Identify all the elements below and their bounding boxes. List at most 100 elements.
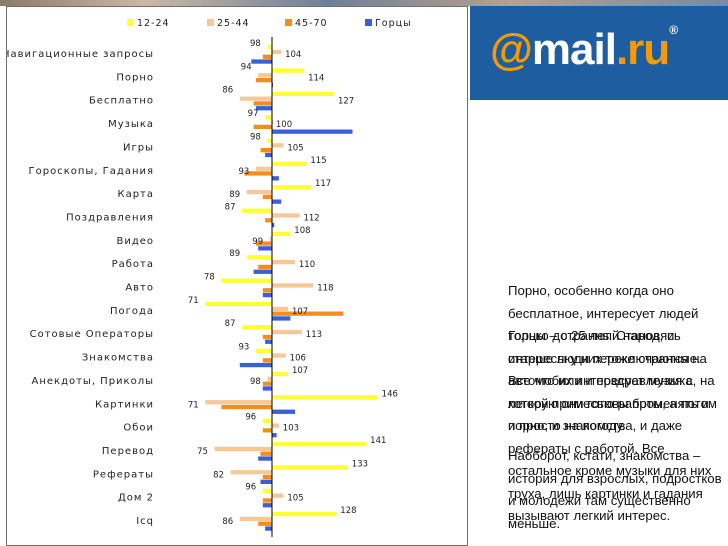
- value-labels: 98 104 94 114 86 127 97 100 98 105 115 93 117 89 87 112…: [188, 39, 398, 527]
- bar-Горцы: [262, 292, 272, 298]
- bar-Горцы: [262, 503, 272, 508]
- category-label: Навигационные запросы: [7, 49, 154, 60]
- bar-Горцы: [272, 316, 291, 321]
- bar-Горцы: [265, 526, 272, 531]
- bar-25-44: [230, 470, 272, 475]
- value-label: 133: [352, 459, 368, 469]
- value-label: 94: [241, 62, 252, 72]
- bar-12-24: [272, 371, 289, 377]
- bar-Горцы: [262, 386, 272, 391]
- chart-frame: 12-24 25-44 45-70 Горцы Навигационные запро…: [6, 6, 468, 546]
- category-label: Icq: [136, 516, 154, 527]
- value-label: 105: [287, 143, 303, 153]
- bar-45-70: [262, 498, 272, 503]
- bar-45-70: [221, 404, 272, 410]
- mail-ru-logo[interactable]: @mail.ru®: [490, 20, 700, 80]
- bar-Горцы: [258, 246, 272, 251]
- bar-45-70: [260, 148, 272, 153]
- value-label: 108: [294, 226, 310, 236]
- category-label: Карта: [117, 189, 154, 200]
- value-label: 87: [225, 319, 236, 329]
- value-label: 113: [306, 330, 322, 340]
- logo-at: @: [490, 25, 533, 74]
- bar-Горцы: [260, 479, 272, 484]
- bar-12-24: [246, 255, 272, 260]
- logo-panel: @mail.ru®: [470, 6, 728, 100]
- commentary-notes: Порно, особенно когда оно бесплатное, ин…: [508, 280, 728, 546]
- bar-12-24: [267, 45, 272, 50]
- value-label: 71: [188, 400, 199, 410]
- logo-brand: mail: [531, 25, 617, 74]
- bar-25-44: [272, 213, 300, 218]
- value-label: 99: [252, 237, 263, 247]
- bar-25-44: [272, 330, 302, 335]
- value-label: 75: [197, 447, 208, 457]
- bar-Горцы: [272, 199, 282, 204]
- bar-Горцы: [251, 59, 272, 64]
- value-label: 117: [315, 179, 331, 189]
- bar-45-70: [258, 521, 272, 526]
- category-label: Картинки: [95, 399, 154, 410]
- category-label: Видео: [116, 236, 154, 247]
- bar-45-70: [262, 288, 272, 293]
- value-label: 82: [213, 470, 224, 480]
- value-label: 104: [285, 50, 301, 60]
- bars: [205, 45, 378, 531]
- value-label: 93: [238, 167, 249, 177]
- legend-label-1: 25-44: [217, 18, 250, 29]
- bar-12-24: [262, 488, 272, 493]
- category-label: Рефераты: [93, 469, 154, 480]
- bar-45-70: [265, 218, 272, 223]
- bar-45-70: [258, 264, 272, 270]
- category-label: Авто: [125, 283, 154, 294]
- bar-45-70: [244, 171, 272, 176]
- bar-12-24: [265, 115, 272, 120]
- legend-label-2: 45-70: [295, 18, 328, 29]
- bar-25-44: [255, 166, 272, 171]
- value-label: 87: [225, 203, 236, 213]
- value-label: 107: [292, 307, 308, 317]
- value-label: 96: [245, 413, 256, 423]
- bar-45-70: [262, 54, 272, 59]
- logo-registered: ®: [669, 23, 678, 37]
- bar-Горцы: [272, 176, 279, 181]
- bar-25-44: [269, 236, 272, 241]
- value-label: 107: [292, 366, 308, 376]
- category-label: Порно: [116, 72, 154, 83]
- value-label: 141: [370, 436, 386, 446]
- bar-25-44: [272, 260, 295, 265]
- note-mountaineers: Горцы – странный народ, и интересы у них…: [508, 328, 715, 523]
- bar-45-70: [262, 194, 272, 199]
- note-young: Порно, особенно когда оно бесплатное, ин…: [508, 283, 717, 433]
- legend-label-3: Горцы: [375, 18, 412, 29]
- bar-25-44: [272, 493, 284, 498]
- category-label: Анекдоты, Приколы: [32, 376, 155, 387]
- bar-25-44: [272, 143, 284, 148]
- bar-45-70: [262, 334, 272, 340]
- top-image-strip: [0, 0, 728, 6]
- bar-12-24: [272, 185, 312, 190]
- bar-45-70: [255, 78, 272, 83]
- value-label: 86: [222, 86, 233, 96]
- value-label: 89: [229, 190, 240, 200]
- legend-swatch-1: [207, 19, 214, 26]
- bar-45-70: [272, 311, 344, 316]
- bar-12-24: [272, 442, 367, 447]
- bar-Горцы: [272, 222, 275, 228]
- bar-12-24: [272, 68, 305, 73]
- bar-12-24: [242, 208, 272, 213]
- value-label: 100: [276, 120, 292, 130]
- bar-12-24: [272, 231, 291, 237]
- note-dating: Наоборот, кстати, знакомства – история д…: [508, 448, 722, 531]
- bar-12-24: [262, 418, 272, 423]
- value-label: 98: [250, 132, 261, 142]
- bar-45-70: [253, 124, 272, 129]
- value-label: 105: [287, 494, 303, 504]
- bar-chart: 12-24 25-44 45-70 Горцы Навигационные запро…: [7, 18, 412, 537]
- bar-Горцы: [255, 106, 272, 111]
- bar-12-24: [221, 278, 272, 283]
- bar-25-44: [272, 423, 279, 428]
- category-label: Погода: [110, 306, 154, 317]
- value-label: 128: [340, 506, 356, 516]
- bar-12-24: [267, 138, 272, 143]
